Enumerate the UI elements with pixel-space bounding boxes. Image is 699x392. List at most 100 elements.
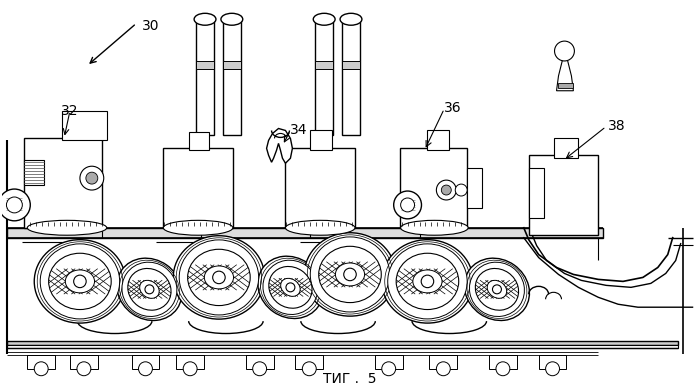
Ellipse shape — [164, 220, 233, 235]
Circle shape — [546, 362, 559, 376]
Ellipse shape — [336, 263, 365, 286]
Circle shape — [6, 197, 22, 213]
Circle shape — [138, 362, 152, 376]
Bar — [342, 61, 360, 69]
Bar — [315, 16, 333, 135]
Bar — [342, 16, 360, 135]
Ellipse shape — [27, 220, 107, 235]
Ellipse shape — [313, 13, 335, 25]
Ellipse shape — [269, 267, 312, 308]
Ellipse shape — [140, 280, 159, 298]
Ellipse shape — [173, 236, 265, 319]
Ellipse shape — [319, 246, 381, 303]
Circle shape — [436, 362, 450, 376]
Circle shape — [394, 191, 421, 219]
Bar — [489, 355, 517, 369]
Text: 38: 38 — [608, 118, 626, 132]
Text: ΤИГ .  5: ΤИГ . 5 — [323, 372, 377, 386]
Text: 32: 32 — [62, 103, 79, 118]
Bar — [24, 160, 44, 185]
Ellipse shape — [475, 269, 519, 310]
Bar — [310, 131, 332, 150]
Ellipse shape — [464, 258, 529, 321]
Ellipse shape — [122, 262, 177, 316]
Bar — [554, 138, 578, 158]
Bar — [428, 131, 449, 150]
Circle shape — [493, 285, 501, 294]
Circle shape — [80, 166, 103, 190]
Circle shape — [303, 362, 316, 376]
Ellipse shape — [258, 256, 323, 318]
Circle shape — [253, 362, 266, 376]
Text: 34: 34 — [290, 123, 308, 136]
Circle shape — [382, 362, 396, 376]
Bar — [164, 148, 233, 228]
Ellipse shape — [194, 13, 216, 25]
Ellipse shape — [382, 240, 473, 323]
Ellipse shape — [41, 244, 120, 319]
Ellipse shape — [388, 244, 467, 319]
Circle shape — [86, 172, 98, 184]
Ellipse shape — [179, 240, 259, 315]
Bar — [296, 355, 323, 369]
Text: 30: 30 — [141, 19, 159, 33]
Circle shape — [183, 362, 197, 376]
Bar — [24, 138, 102, 228]
Ellipse shape — [221, 13, 243, 25]
Ellipse shape — [281, 278, 300, 296]
Bar — [400, 148, 467, 228]
Ellipse shape — [304, 233, 396, 316]
Ellipse shape — [413, 270, 442, 293]
Bar — [131, 355, 159, 369]
Bar — [429, 355, 457, 369]
Bar — [8, 228, 603, 238]
Circle shape — [421, 275, 433, 288]
Ellipse shape — [34, 240, 126, 323]
Circle shape — [145, 285, 154, 294]
Bar — [528, 168, 544, 218]
Circle shape — [77, 362, 91, 376]
Circle shape — [286, 283, 295, 292]
Circle shape — [212, 271, 225, 284]
Bar — [246, 355, 273, 369]
Ellipse shape — [396, 253, 459, 310]
Bar — [189, 132, 209, 150]
Bar — [285, 148, 355, 228]
Ellipse shape — [340, 13, 362, 25]
Ellipse shape — [310, 237, 390, 312]
Text: 36: 36 — [445, 101, 462, 115]
Bar — [27, 355, 55, 369]
Circle shape — [0, 189, 30, 221]
Circle shape — [344, 268, 356, 281]
Bar — [196, 16, 214, 135]
Ellipse shape — [401, 220, 468, 235]
Ellipse shape — [470, 262, 524, 316]
Bar — [8, 341, 677, 345]
Bar — [467, 168, 482, 208]
Ellipse shape — [285, 220, 355, 235]
Bar — [558, 83, 573, 88]
Bar — [8, 345, 677, 348]
Ellipse shape — [204, 266, 233, 289]
Circle shape — [401, 198, 415, 212]
Ellipse shape — [187, 249, 250, 306]
Circle shape — [34, 362, 48, 376]
Bar — [539, 355, 566, 369]
Bar — [70, 355, 98, 369]
Bar — [196, 61, 214, 69]
Ellipse shape — [487, 280, 507, 298]
Bar — [315, 61, 333, 69]
Circle shape — [496, 362, 510, 376]
Circle shape — [436, 180, 456, 200]
Ellipse shape — [65, 270, 94, 293]
Bar — [223, 16, 240, 135]
Ellipse shape — [128, 269, 171, 310]
Ellipse shape — [49, 253, 111, 310]
Bar — [62, 111, 107, 140]
Ellipse shape — [117, 258, 182, 321]
Bar — [528, 155, 598, 235]
Circle shape — [554, 41, 575, 61]
Circle shape — [73, 275, 86, 288]
Ellipse shape — [263, 260, 318, 314]
Bar — [176, 355, 204, 369]
